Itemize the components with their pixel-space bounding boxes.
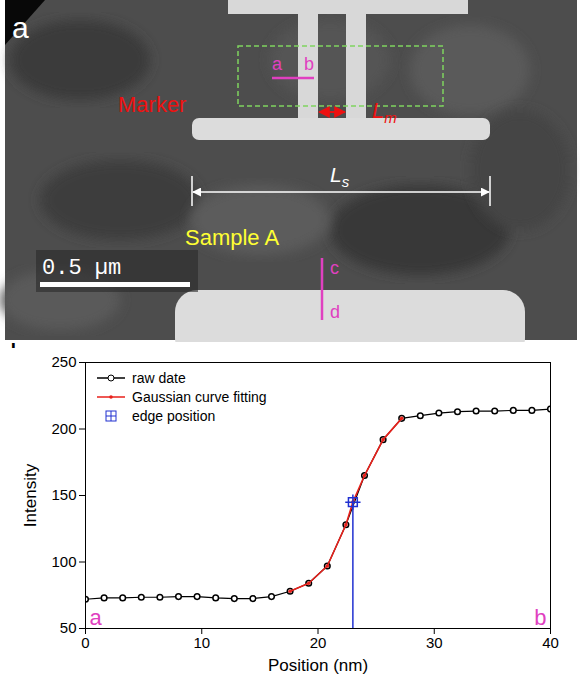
svg-text:Ls: Ls xyxy=(330,163,350,190)
svg-text:c: c xyxy=(330,258,339,278)
svg-text:b: b xyxy=(304,54,314,74)
svg-text:200: 200 xyxy=(51,420,76,437)
svg-text:Position (nm): Position (nm) xyxy=(268,656,368,675)
svg-text:Marker: Marker xyxy=(118,92,186,117)
svg-text:150: 150 xyxy=(51,486,76,503)
svg-text:30: 30 xyxy=(426,634,443,651)
svg-text:b: b xyxy=(534,605,546,630)
svg-text:20: 20 xyxy=(310,634,327,651)
svg-text:100: 100 xyxy=(51,553,76,570)
svg-text:a: a xyxy=(90,605,103,630)
svg-text:Intensity: Intensity xyxy=(21,463,40,527)
html-text:edge position: edge position xyxy=(132,407,216,424)
svg-text:50: 50 xyxy=(60,619,77,636)
svg-text:Lm: Lm xyxy=(372,98,397,126)
svg-text:0.5 µm: 0.5 µm xyxy=(42,256,121,281)
svg-text:d: d xyxy=(330,302,340,322)
svg-text:0: 0 xyxy=(81,634,89,651)
svg-text:250: 250 xyxy=(51,353,76,370)
html-text:b: b xyxy=(10,338,27,371)
html-text:raw date: raw date xyxy=(132,369,186,386)
html-text:Gaussian curve fitting: Gaussian curve fitting xyxy=(132,388,267,405)
svg-text:a: a xyxy=(12,11,29,44)
svg-text:10: 10 xyxy=(193,634,210,651)
svg-text:Sample A: Sample A xyxy=(185,225,279,250)
svg-text:a: a xyxy=(272,54,283,74)
svg-text:40: 40 xyxy=(542,634,559,651)
